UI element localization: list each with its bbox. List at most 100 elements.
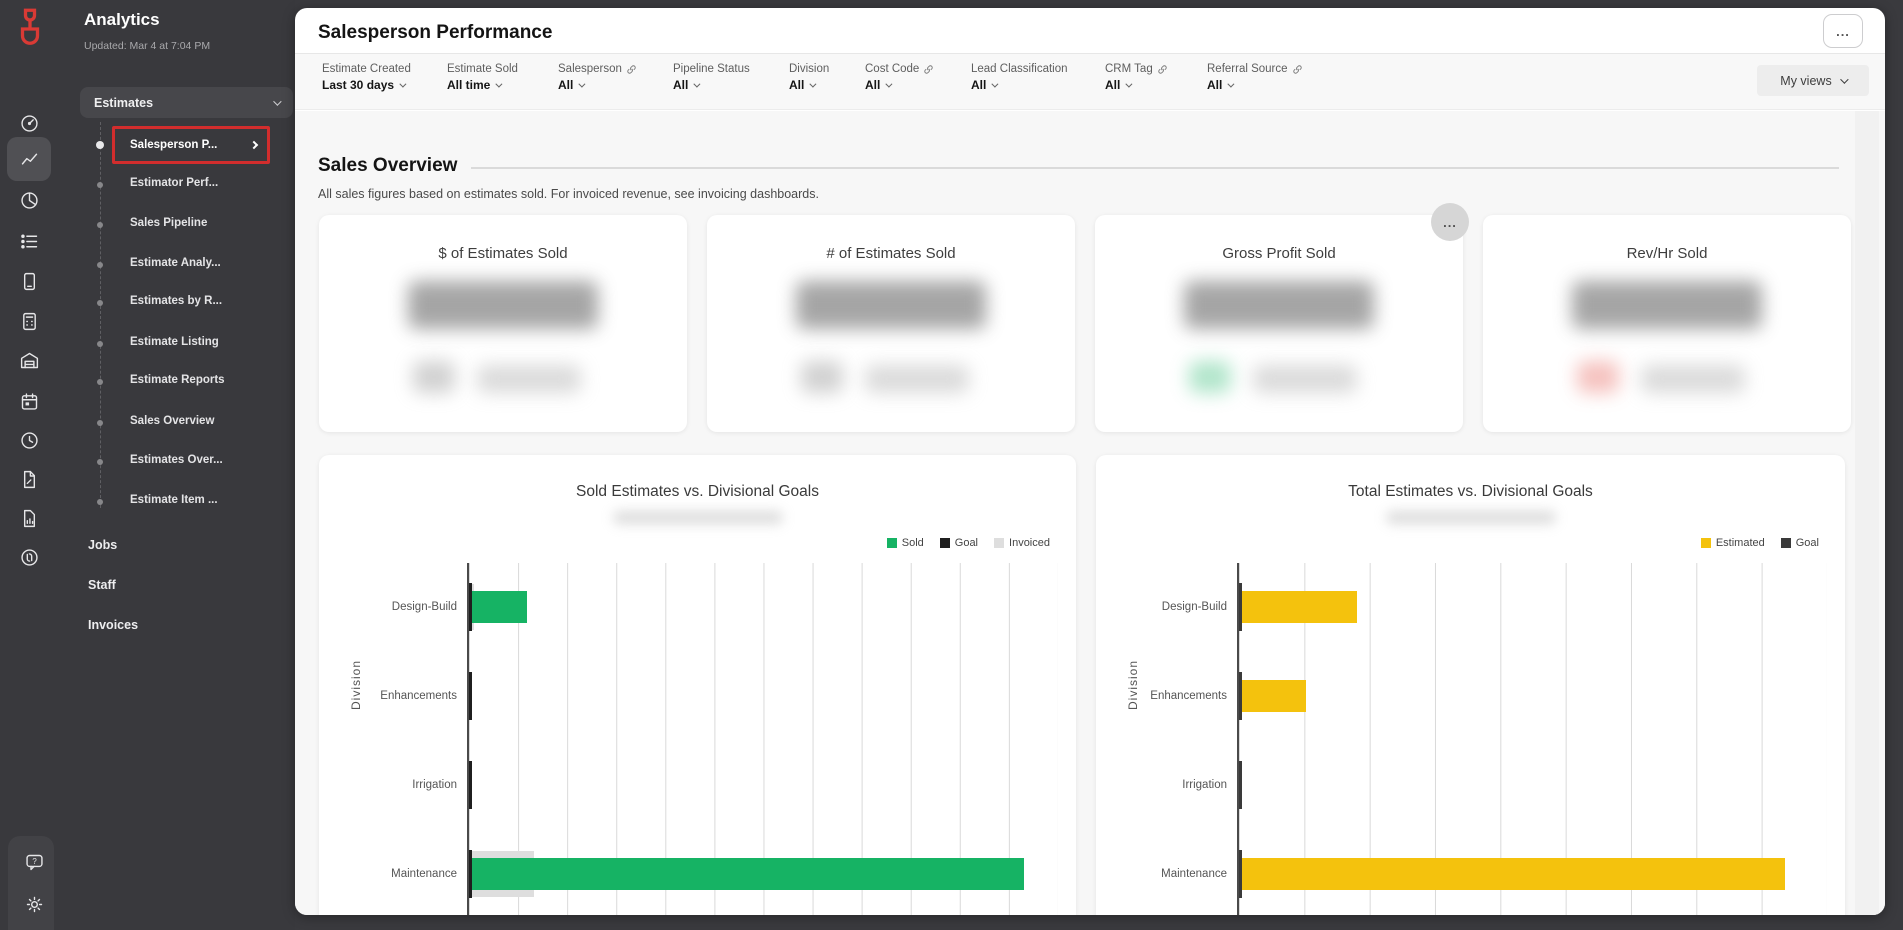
warehouse-icon[interactable]: [14, 345, 44, 375]
analytics-line-chart-icon[interactable]: [14, 144, 44, 174]
sidebar-item-estimates-over[interactable]: Estimates Over...: [130, 454, 223, 466]
chevron-right-icon: [249, 140, 259, 150]
sidebar-item-estimator-performance[interactable]: Estimator Perf...: [130, 177, 219, 189]
chart-title: Sold Estimates vs. Divisional Goals: [576, 483, 819, 500]
nav-bullet: [96, 141, 104, 149]
goal-tick[interactable]: [1239, 583, 1242, 632]
estimated-bar[interactable]: [1239, 680, 1307, 713]
goal-tick[interactable]: [1239, 760, 1242, 809]
section-title: Sales Overview: [318, 155, 458, 176]
chart-row: Design-Build: [392, 563, 1058, 652]
sidebar-item-estimate-reports[interactable]: Estimate Reports: [130, 374, 225, 386]
y-axis-label: Division: [349, 660, 363, 711]
chart-row: Enhancements: [380, 652, 1058, 741]
link-icon: [1158, 64, 1167, 74]
chevron-down-icon: [991, 80, 999, 88]
filter-pipeline-status[interactable]: Pipeline Status All: [673, 63, 750, 92]
nav-bullet: [97, 182, 103, 188]
goal-tick[interactable]: [469, 583, 472, 632]
calculator-icon[interactable]: [14, 306, 44, 336]
redacted-value: [1572, 281, 1762, 329]
quickbooks-icon[interactable]: [14, 542, 44, 572]
main-panel: Salesperson Performance ... Estimate Cre…: [295, 8, 1885, 915]
nav-bullet: [97, 341, 103, 347]
sidebar-item-estimate-listing[interactable]: Estimate Listing: [130, 336, 219, 348]
tablet-icon[interactable]: [14, 266, 44, 296]
category-label: Irrigation: [1182, 778, 1227, 791]
chevron-down-icon: [1839, 74, 1849, 84]
category-label: Enhancements: [1150, 690, 1227, 703]
nav-bullet: [97, 499, 103, 505]
redacted-badge: [1189, 361, 1231, 393]
vertical-scrollbar[interactable]: [1855, 111, 1879, 915]
goal-tick[interactable]: [469, 760, 472, 809]
legend-swatch: [994, 538, 1005, 548]
goal-tick[interactable]: [469, 672, 472, 721]
estimated-bar[interactable]: [1239, 591, 1358, 624]
shovel-logo-icon[interactable]: [12, 8, 48, 50]
filter-bar: Estimate Created Last 30 days Estimate S…: [295, 54, 1885, 110]
legend-item[interactable]: Sold: [886, 537, 924, 549]
redacted-chart-subtitle: [1385, 511, 1556, 524]
chevron-down-icon: [495, 80, 503, 88]
category-label: Enhancements: [380, 690, 457, 703]
file-report-icon[interactable]: [14, 503, 44, 533]
goal-tick[interactable]: [1239, 672, 1242, 721]
filter-crm-tag[interactable]: CRM Tag All: [1105, 63, 1168, 92]
goal-tick[interactable]: [1239, 849, 1242, 898]
pie-chart-icon[interactable]: [14, 185, 44, 215]
kpi-card-rev-per-hr: Rev/Hr Sold: [1483, 215, 1851, 432]
list-icon[interactable]: [14, 226, 44, 256]
active-nav-tile: [7, 137, 51, 181]
goal-tick[interactable]: [469, 849, 472, 898]
estimated-bar[interactable]: [1239, 857, 1786, 890]
filter-estimate-created[interactable]: Estimate Created Last 30 days: [322, 63, 411, 92]
legend-item[interactable]: Estimated: [1700, 537, 1765, 549]
sidebar-item-estimate-analysis[interactable]: Estimate Analy...: [130, 257, 221, 269]
chevron-down-icon: [809, 80, 817, 88]
filter-lead-classification[interactable]: Lead Classification All: [971, 63, 1068, 92]
settings-gear-icon[interactable]: [21, 891, 47, 917]
redacted-value: [796, 281, 986, 329]
sold-bar[interactable]: [469, 857, 1025, 890]
clock-icon[interactable]: [14, 425, 44, 455]
legend-item[interactable]: Goal: [939, 537, 978, 549]
sidebar-item-salesperson-performance[interactable]: Salesperson P...: [112, 126, 270, 164]
sidebar-item-estimates-by-r[interactable]: Estimates by R...: [130, 295, 223, 307]
kpi-card-dollars-sold: $ of Estimates Sold: [319, 215, 687, 432]
legend-item[interactable]: Goal: [1780, 537, 1819, 549]
filter-referral-source[interactable]: Referral Source All: [1207, 63, 1303, 92]
chevron-down-icon: [399, 80, 407, 88]
sidebar-group-estimates[interactable]: Estimates: [80, 87, 293, 118]
sidebar-item-staff[interactable]: Staff: [88, 578, 116, 592]
my-views-button[interactable]: My views: [1757, 65, 1869, 96]
help-chat-icon[interactable]: ?: [21, 849, 47, 875]
chart-row: Irrigation: [1182, 741, 1827, 830]
redacted-substat: [1641, 365, 1745, 393]
filter-salesperson[interactable]: Salesperson All: [558, 63, 637, 92]
link-icon: [924, 64, 933, 74]
sold-bar[interactable]: [469, 591, 527, 624]
redacted-value: [408, 281, 598, 329]
sidebar-item-jobs[interactable]: Jobs: [88, 538, 118, 552]
sidebar-item-invoices[interactable]: Invoices: [88, 618, 139, 632]
filter-estimate-sold[interactable]: Estimate Sold All time: [447, 63, 518, 92]
category-label: Maintenance: [391, 867, 457, 880]
file-edit-icon[interactable]: [14, 464, 44, 494]
nav-bullet: [97, 262, 103, 268]
chevron-down-icon: [885, 80, 893, 88]
filter-division[interactable]: Division All: [789, 63, 830, 92]
sidebar-item-sales-pipeline[interactable]: Sales Pipeline: [130, 217, 208, 229]
filter-cost-code[interactable]: Cost Code All: [865, 63, 934, 92]
category-label: Irrigation: [412, 778, 457, 791]
chevron-down-icon: [578, 80, 586, 88]
sidebar-item-estimate-item[interactable]: Estimate Item ...: [130, 494, 218, 506]
card-more-button[interactable]: ...: [1431, 203, 1469, 241]
updated-timestamp: Updated: Mar 4 at 7:04 PM: [84, 40, 211, 52]
dashboard-gauge-icon[interactable]: [14, 108, 44, 138]
legend-item[interactable]: Invoiced: [994, 537, 1050, 549]
page-more-button[interactable]: ...: [1823, 14, 1863, 48]
calendar-icon[interactable]: [14, 386, 44, 416]
sidebar-item-sales-overview[interactable]: Sales Overview: [130, 415, 215, 427]
chart-row: Enhancements: [1150, 652, 1827, 741]
